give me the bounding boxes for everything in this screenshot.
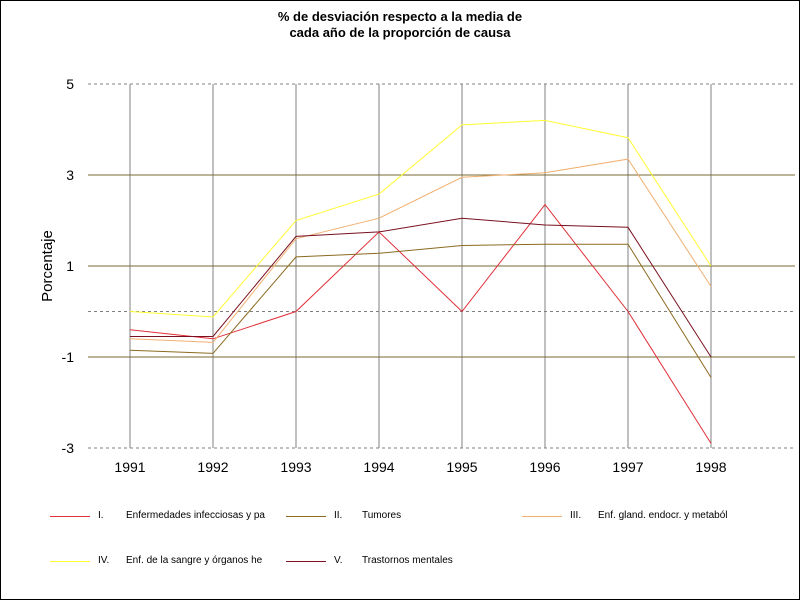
x-tick-label: 1997 bbox=[612, 459, 643, 475]
legend-swatch bbox=[286, 561, 326, 562]
y-tick-label: 1 bbox=[66, 258, 74, 274]
series-line-3 bbox=[129, 158, 712, 343]
x-tick-label: 1992 bbox=[197, 459, 228, 475]
legend-label: Trastornos mentales bbox=[362, 555, 453, 566]
legend-swatch bbox=[286, 516, 326, 517]
chart-title-line-2: cada año de la proporción de causa bbox=[289, 25, 511, 40]
x-tick-label: 1996 bbox=[529, 459, 560, 475]
legend-swatch bbox=[522, 516, 562, 517]
x-tick-label: 1998 bbox=[695, 459, 726, 475]
legend-code: I. bbox=[98, 510, 104, 521]
series-line-2 bbox=[129, 243, 712, 378]
legend-label: Tumores bbox=[362, 510, 402, 521]
x-tick-label: 1994 bbox=[363, 459, 394, 475]
x-tick-label: 1995 bbox=[446, 459, 477, 475]
y-tick-label: 3 bbox=[66, 167, 74, 183]
y-tick-label: 5 bbox=[66, 76, 74, 92]
chart-title: % de desviación respecto a la media de c… bbox=[200, 9, 600, 41]
series-line-5 bbox=[130, 217, 712, 358]
legend-label: Enf. de la sangre y órganos he bbox=[126, 555, 263, 566]
legend-swatch bbox=[50, 516, 90, 517]
x-tick-label: 1993 bbox=[280, 459, 311, 475]
y-tick-label: -3 bbox=[62, 440, 75, 456]
series-line-1 bbox=[129, 203, 712, 444]
legend-label: Enfermedades infecciosas y pa bbox=[126, 510, 265, 521]
y-axis-label: Porcentaje bbox=[39, 230, 56, 302]
legend-label: Enf. gland. endocr. y metaból bbox=[598, 510, 728, 521]
legend-code: II. bbox=[334, 510, 343, 521]
legend-code: V. bbox=[334, 555, 343, 566]
chart-title-line-1: % de desviación respecto a la media de bbox=[277, 9, 523, 24]
legend-code: IV. bbox=[98, 555, 110, 566]
y-tick-label: -1 bbox=[62, 349, 75, 365]
series-line-4 bbox=[129, 119, 712, 318]
legend-code: III. bbox=[570, 510, 582, 521]
x-tick-label: 1991 bbox=[114, 459, 145, 475]
legend-swatch bbox=[50, 561, 90, 562]
